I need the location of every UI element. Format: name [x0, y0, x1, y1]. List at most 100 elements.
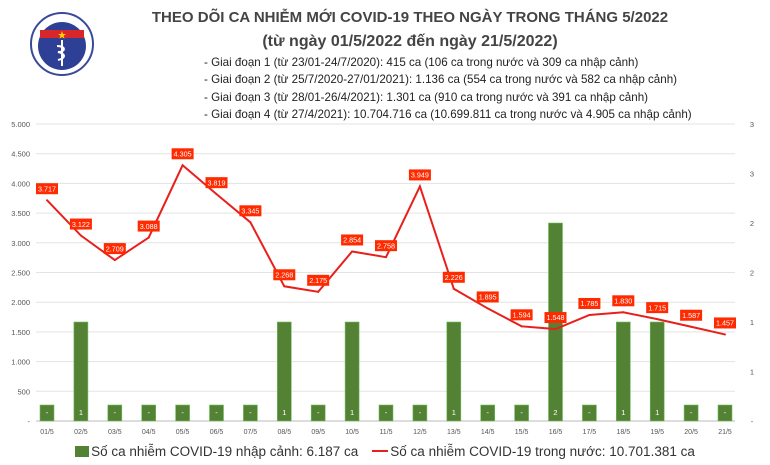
- x-tick-label: 21/5: [718, 429, 732, 436]
- data-label-box: [544, 312, 567, 324]
- bar: [310, 404, 326, 422]
- bar: [649, 321, 665, 422]
- line-point: [147, 236, 150, 239]
- phase-note: - Giai đoạn 2 (từ 25/7/2020-27/01/2021):…: [204, 73, 678, 87]
- x-tick-label: 09/5: [311, 429, 325, 436]
- x-tick-label: 16/5: [549, 429, 563, 436]
- phase-notes: - Giai đoạn 1 (từ 23/01-24/7/2020): 415 …: [204, 54, 692, 123]
- data-label: 2.758: [377, 241, 395, 250]
- bar-label: -: [114, 408, 117, 417]
- y-left-tick-label: 1.500: [11, 328, 30, 337]
- data-label: 4.305: [174, 149, 192, 158]
- data-label: 3.949: [411, 171, 429, 180]
- x-tick-label: 10/5: [345, 429, 359, 436]
- bar: [73, 321, 89, 422]
- line-point: [385, 256, 387, 259]
- x-tick-label: 04/5: [142, 429, 156, 436]
- bar-label: -: [724, 408, 727, 417]
- data-label-box: [646, 302, 669, 314]
- x-tick-label: 14/5: [481, 429, 495, 436]
- bar: [378, 404, 394, 422]
- bar-label: 1: [621, 408, 625, 417]
- line-point: [79, 234, 82, 237]
- bar-label: 1: [350, 408, 354, 417]
- line-point: [486, 307, 489, 310]
- x-tick-label: 05/5: [176, 429, 190, 436]
- legend-bar-label: Số ca nhiễm COVID-19 nhập cảnh: 6.187 ca: [91, 443, 359, 459]
- data-label: 3.345: [241, 207, 259, 216]
- y-left-tick-label: 5.000: [11, 120, 30, 129]
- data-label: 1.785: [580, 299, 598, 308]
- y-left-tick-label: -: [28, 417, 31, 426]
- y-right-tick-label: 3: [750, 170, 754, 179]
- bar: [683, 404, 699, 422]
- bar: [344, 321, 360, 422]
- data-label: 2.709: [106, 244, 124, 253]
- bar: [480, 404, 496, 422]
- data-label: 2.226: [445, 273, 463, 282]
- y-left-tick-label: 1.000: [11, 358, 30, 367]
- data-label-box: [578, 297, 601, 309]
- data-label: 1.457: [716, 319, 734, 328]
- data-label: 2.175: [309, 276, 327, 285]
- data-label-box: [680, 309, 703, 321]
- bar-label: -: [690, 408, 693, 417]
- data-label-box: [273, 269, 296, 281]
- bar: [107, 404, 123, 422]
- phase-note: - Giai đoạn 4 (từ 27/4/2021): 10.704.716…: [204, 107, 692, 121]
- data-label-box: [137, 220, 160, 232]
- data-label: 1.895: [479, 293, 497, 302]
- x-tick-label: 20/5: [684, 429, 698, 436]
- y-right-tick-label: -: [751, 417, 754, 426]
- x-tick-label: 17/5: [583, 429, 597, 436]
- bar-label: -: [588, 408, 591, 417]
- data-label-box: [612, 295, 635, 307]
- line-point: [520, 325, 523, 328]
- data-label: 1.548: [547, 313, 565, 322]
- line-point: [317, 290, 320, 293]
- line-point: [351, 250, 354, 253]
- bar: [514, 404, 529, 422]
- bar-label: 1: [79, 408, 83, 417]
- x-tick-label: 12/5: [413, 429, 427, 436]
- line-point: [215, 193, 218, 196]
- data-label-box: [36, 183, 58, 195]
- x-tick-label: 03/5: [108, 429, 122, 436]
- data-label-box: [205, 177, 228, 189]
- data-label: 2.268: [275, 270, 293, 279]
- line-point: [283, 285, 286, 288]
- data-label: 3.819: [208, 178, 226, 187]
- y-right-tick-label: 1: [750, 368, 754, 377]
- bar-label: -: [520, 408, 523, 417]
- data-label: 3.717: [38, 184, 56, 193]
- y-left-tick-label: 4.000: [11, 179, 30, 188]
- bar: [175, 404, 190, 422]
- bar-label: 2: [553, 408, 557, 417]
- bar: [717, 404, 733, 422]
- y-left-tick-label: 3.500: [11, 209, 30, 218]
- data-label-box: [103, 243, 126, 255]
- line-point: [418, 185, 421, 188]
- line-point: [554, 328, 557, 331]
- bar: [412, 404, 428, 422]
- x-tick-label: 02/5: [74, 429, 88, 436]
- bar-label: -: [317, 408, 320, 417]
- line-point: [46, 199, 48, 202]
- data-label-box: [341, 234, 364, 246]
- bar-label: -: [215, 408, 218, 417]
- y-left-tick-label: 2.500: [11, 269, 30, 278]
- data-label-box: [69, 218, 92, 230]
- line-point: [249, 221, 252, 224]
- x-tick-label: 11/5: [379, 429, 392, 436]
- x-tick-label: 13/5: [447, 429, 461, 436]
- bar: [209, 404, 224, 422]
- line-point: [181, 164, 184, 167]
- data-label-box: [510, 309, 533, 321]
- data-label: 3.122: [72, 220, 90, 229]
- line-point: [724, 333, 726, 336]
- legend-swatch-bar: [75, 445, 90, 457]
- data-label-box: [171, 148, 194, 160]
- bar: [548, 222, 563, 422]
- y-right-tick-label: 3: [750, 120, 754, 129]
